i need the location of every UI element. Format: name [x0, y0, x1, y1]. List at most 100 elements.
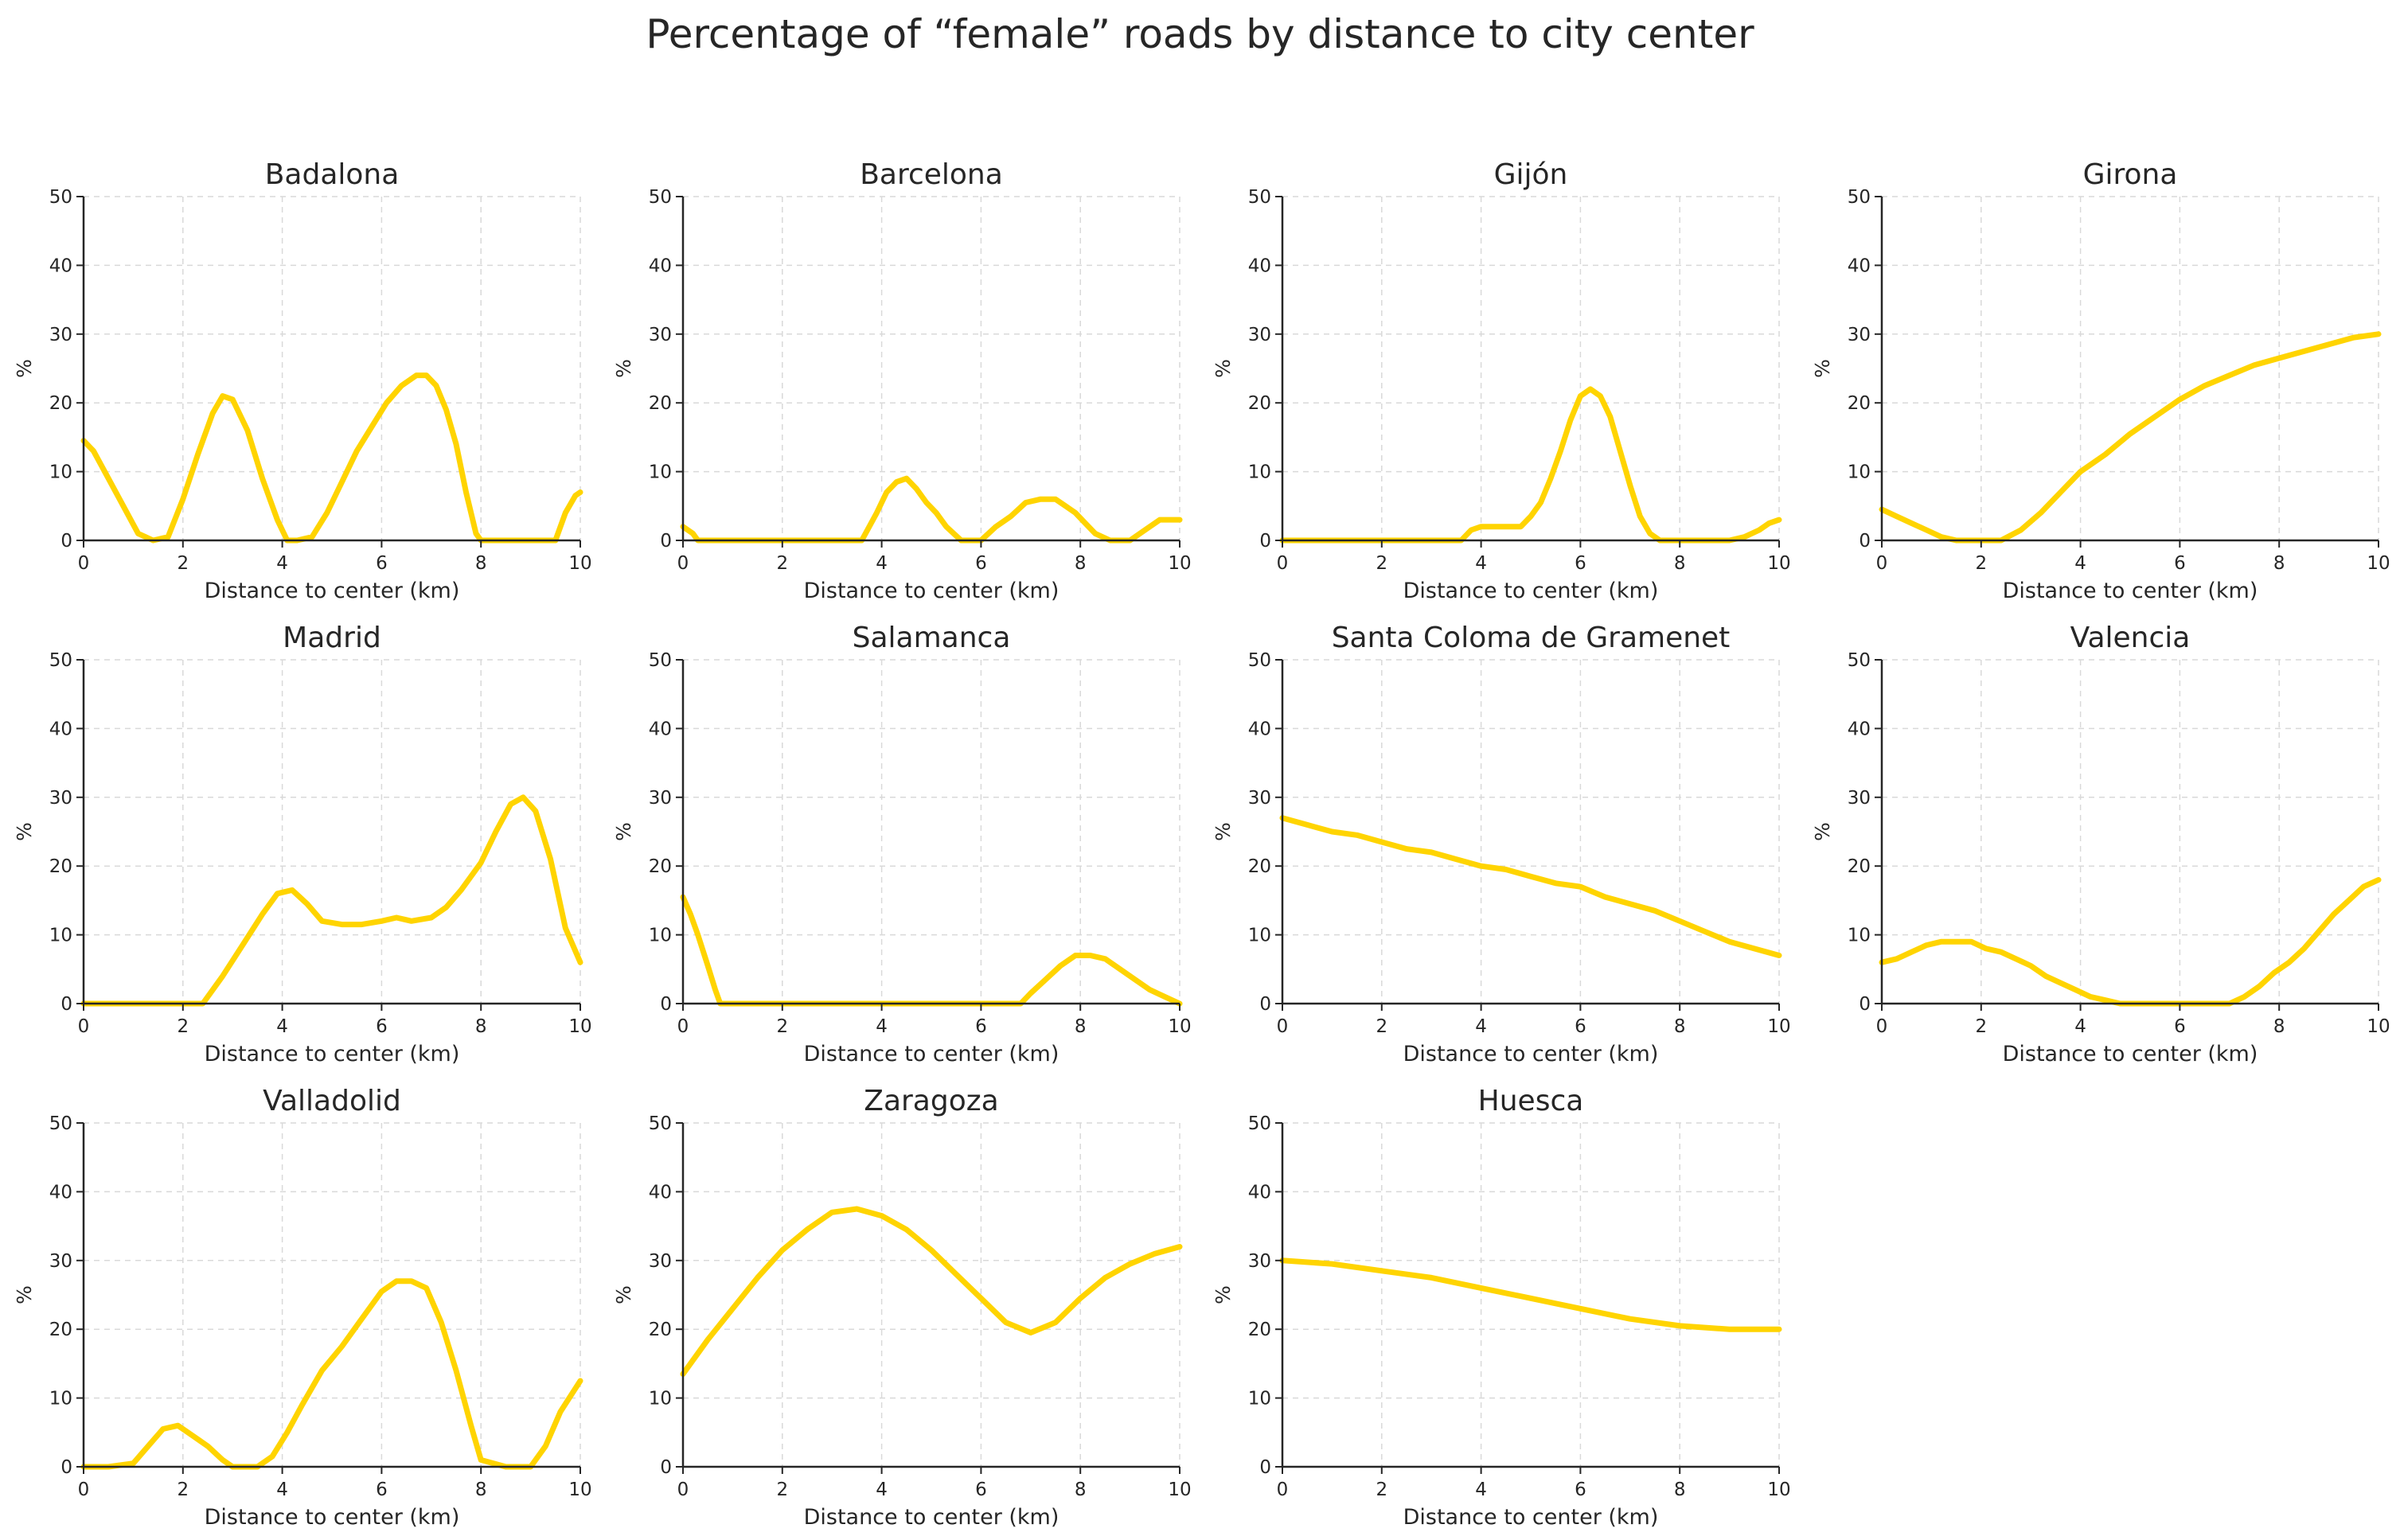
- x-tick-label: 6: [2174, 1016, 2186, 1037]
- series-line-huesca: [1279, 1257, 1782, 1332]
- subplot-badalona: 0 2 4 6 8 10 0 10 20 30 40 50 Badalona Distance to ce…: [13, 158, 592, 603]
- y-tick-label: 30: [649, 1251, 672, 1272]
- y-axis-label: %: [612, 822, 635, 841]
- y-axis-label: %: [13, 822, 36, 841]
- y-tick-label: 20: [1848, 856, 1871, 877]
- y-tick-label: 30: [49, 788, 72, 809]
- x-tick-label: 10: [2367, 1016, 2390, 1037]
- y-tick-label: 40: [49, 255, 72, 276]
- x-tick-label: 6: [376, 553, 388, 574]
- y-tick-label: 40: [649, 1182, 672, 1203]
- x-tick-label: 10: [2367, 553, 2390, 574]
- x-tick-label: 8: [475, 1016, 487, 1037]
- x-tick-label: 0: [677, 1480, 689, 1500]
- x-tick-label: 0: [1277, 1016, 1289, 1037]
- y-tick-label: 0: [1859, 531, 1871, 552]
- y-tick-label: 0: [60, 531, 72, 552]
- subplot-title: Girona: [2083, 158, 2178, 191]
- gridlines: [683, 659, 1180, 1004]
- subplot-huesca: 0 2 4 6 8 10 0 10 20 30 40 50 Huesca Distance to cent…: [1212, 1085, 1791, 1530]
- x-tick-label: 2: [776, 553, 788, 574]
- subplot-title: Valladolid: [263, 1085, 401, 1117]
- x-tick-label: 4: [876, 1016, 888, 1037]
- x-axis-label: Distance to center (km): [804, 1505, 1060, 1530]
- series-line-gijon: [1279, 386, 1782, 544]
- subplot-madrid: 0 2 4 6 8 10 0 10 20 30 40 50 Madrid Distance to cent…: [13, 622, 592, 1066]
- x-tick-label: 8: [475, 553, 487, 574]
- y-tick-label: 40: [649, 719, 672, 739]
- y-tick-label: 10: [1848, 926, 1871, 946]
- x-axis-label: Distance to center (km): [1403, 1505, 1659, 1530]
- y-tick-label: 30: [1248, 1251, 1271, 1272]
- y-tick-label: 30: [1848, 325, 1871, 345]
- x-tick-label: 8: [2273, 553, 2285, 574]
- gridlines: [1282, 659, 1780, 1004]
- y-tick-label: 30: [1248, 788, 1271, 809]
- x-tick-label: 10: [1767, 553, 1790, 574]
- y-tick-label: 50: [49, 650, 72, 671]
- y-tick-label: 0: [660, 1457, 672, 1478]
- y-axis-label: %: [612, 359, 635, 378]
- gridlines: [1882, 196, 2379, 540]
- x-tick-label: 4: [2074, 553, 2086, 574]
- y-tick-label: 20: [1848, 393, 1871, 414]
- subplot-barcelona: 0 2 4 6 8 10 0 10 20 30 40 50 Barcelona Distance to c…: [612, 158, 1192, 603]
- y-tick-label: 0: [1259, 1457, 1271, 1478]
- x-axis-label: Distance to center (km): [1403, 1042, 1659, 1066]
- x-tick-label: 6: [975, 553, 987, 574]
- y-axis-label: %: [1811, 359, 1834, 378]
- series-line-barcelona: [680, 475, 1183, 544]
- y-tick-label: 30: [649, 788, 672, 809]
- x-tick-label: 10: [1767, 1480, 1790, 1500]
- x-tick-label: 10: [568, 1480, 591, 1500]
- x-tick-label: 2: [1376, 1480, 1387, 1500]
- x-tick-label: 2: [1376, 1016, 1387, 1037]
- y-axis-label: %: [1212, 1285, 1235, 1304]
- y-tick-label: 20: [49, 856, 72, 877]
- y-tick-label: 50: [649, 1113, 672, 1134]
- y-tick-label: 0: [1259, 531, 1271, 552]
- subplot-valencia: 0 2 4 6 8 10 0 10 20 30 40 50 Valencia Distance to ce…: [1811, 622, 2390, 1066]
- x-tick-label: 10: [568, 553, 591, 574]
- y-tick-label: 40: [49, 719, 72, 739]
- gridlines: [683, 1122, 1180, 1467]
- y-tick-label: 50: [1248, 187, 1271, 208]
- y-tick-label: 40: [1248, 719, 1271, 739]
- x-axis-label: Distance to center (km): [2003, 1042, 2258, 1066]
- y-tick-label: 50: [1248, 1113, 1271, 1134]
- x-tick-label: 6: [376, 1016, 388, 1037]
- y-axis-label: %: [1212, 359, 1235, 378]
- x-axis-label: Distance to center (km): [2003, 579, 2258, 603]
- subplot-title: Zaragoza: [864, 1085, 998, 1117]
- series-line-madrid: [80, 794, 583, 1007]
- x-tick-label: 6: [975, 1016, 987, 1037]
- subplot-title: Madrid: [283, 622, 381, 654]
- y-tick-label: 30: [49, 325, 72, 345]
- y-tick-label: 10: [1248, 462, 1271, 483]
- x-axis-label: Distance to center (km): [804, 1042, 1060, 1066]
- subplot-title: Barcelona: [860, 158, 1003, 191]
- x-tick-label: 8: [1075, 1480, 1087, 1500]
- y-axis-label: %: [612, 1285, 635, 1304]
- x-tick-label: 8: [1075, 1016, 1087, 1037]
- subplot-title: Salamanca: [853, 622, 1011, 654]
- y-tick-label: 40: [1848, 719, 1871, 739]
- y-tick-label: 40: [1248, 1182, 1271, 1203]
- figure-title: Percentage of “female” roads by distance…: [646, 11, 1754, 57]
- x-tick-label: 8: [475, 1480, 487, 1500]
- gridlines: [84, 659, 581, 1004]
- x-tick-label: 6: [975, 1480, 987, 1500]
- y-tick-label: 20: [649, 393, 672, 414]
- y-tick-label: 10: [649, 462, 672, 483]
- x-tick-label: 4: [1475, 1480, 1487, 1500]
- gridlines: [1282, 196, 1780, 540]
- y-tick-label: 30: [49, 1251, 72, 1272]
- y-tick-label: 50: [49, 1113, 72, 1134]
- series-line-santa-coloma-de-gramenet: [1279, 815, 1782, 958]
- series-line-badalona: [80, 372, 583, 544]
- x-tick-label: 4: [876, 553, 888, 574]
- x-tick-label: 2: [177, 1480, 189, 1500]
- subplot-santa-coloma-de-gramenet: 0 2 4 6 8 10 0 10 20 30 40 50 Santa Coloma de Gramen…: [1212, 622, 1791, 1066]
